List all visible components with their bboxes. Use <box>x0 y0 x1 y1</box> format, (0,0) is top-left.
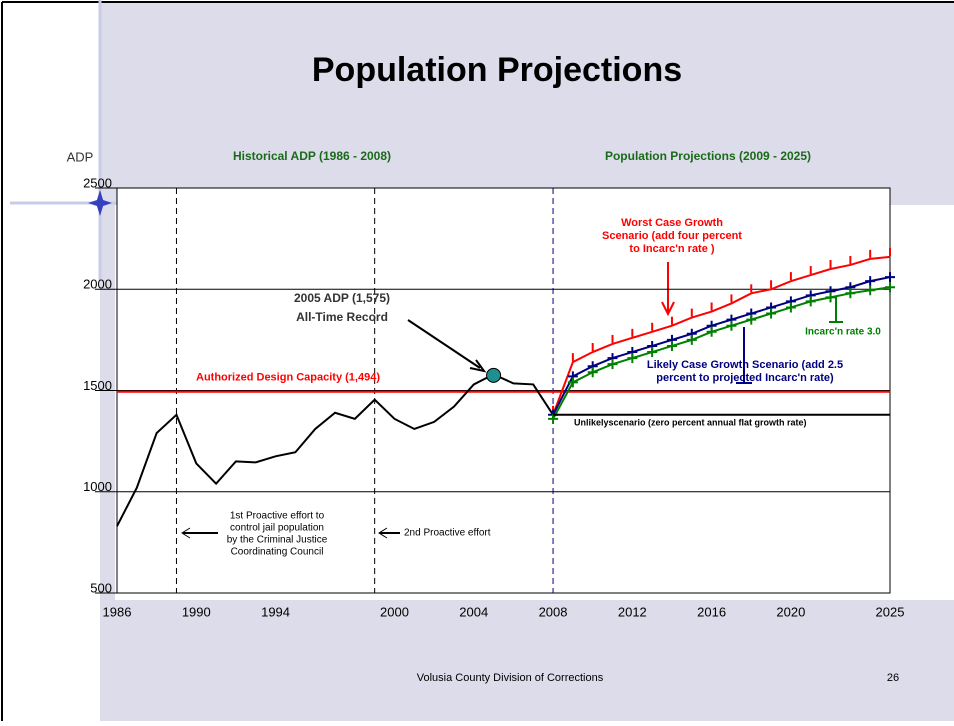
x-tick-label: 1994 <box>261 604 290 619</box>
annotation-arrows <box>181 262 843 539</box>
marker <box>548 413 559 424</box>
x-tick-label: 2012 <box>618 604 647 619</box>
marker <box>825 292 836 303</box>
record-label: All-Time Record <box>296 310 388 324</box>
x-tick-label: 2000 <box>380 604 409 619</box>
annotation: Scenario (add four percent <box>602 230 742 242</box>
annotation: percent to projected Incarc'n rate) <box>656 372 834 384</box>
x-tick-label: 2020 <box>776 604 805 619</box>
marker <box>845 288 856 299</box>
marker <box>607 359 618 370</box>
annotation: to Incarc'n rate ) <box>629 243 714 255</box>
annotation: Coordinating Council <box>231 547 324 558</box>
marker <box>865 285 876 296</box>
marker <box>647 347 658 358</box>
page-number: 26 <box>887 672 899 684</box>
x-tick-label: 2004 <box>459 604 488 619</box>
series-line <box>552 255 891 416</box>
capacity-label: Authorized Design Capacity (1,494) <box>196 372 380 384</box>
marker <box>726 320 737 331</box>
footer: Volusia County Division of Corrections <box>417 672 604 684</box>
annotation: Worst Case Growth <box>621 217 723 229</box>
y-label: ADP <box>67 149 94 164</box>
deco-star <box>88 190 112 216</box>
y-tick-label: 1500 <box>83 378 112 393</box>
record-label: 2005 ADP (1,575) <box>294 291 390 305</box>
x-tick-label: 2008 <box>539 604 568 619</box>
marker <box>686 334 697 345</box>
y-tick-label: 2000 <box>83 277 112 292</box>
annotation: by the Criminal Justice <box>227 535 328 546</box>
y-tick-label: 1000 <box>83 479 112 494</box>
annotation: Incarc'n rate 3.0 <box>805 327 881 338</box>
footer-band <box>100 600 954 721</box>
x-tick-label: 2025 <box>876 604 905 619</box>
marker <box>567 377 578 388</box>
marker <box>805 296 816 307</box>
y-tick-label: 2500 <box>83 175 112 190</box>
marker <box>706 326 717 337</box>
marker <box>885 272 895 283</box>
annotation: Unlikelyscenario (zero percent annual fl… <box>574 417 807 427</box>
annotation: control jail population <box>230 523 324 534</box>
annotation: 1st Proactive effort to <box>230 511 325 522</box>
left-band <box>100 205 115 721</box>
x-tick-label: 1990 <box>182 604 211 619</box>
title: Population Projections <box>312 51 682 89</box>
x-tick-label: 2016 <box>697 604 726 619</box>
annotation: Likely Case Growth Scenario (add 2.5 <box>647 359 843 371</box>
marker <box>587 367 598 378</box>
marker <box>746 314 757 325</box>
series-line <box>116 373 554 527</box>
marker <box>627 353 638 364</box>
marker <box>666 340 677 351</box>
marker <box>885 282 895 293</box>
marker <box>785 302 796 313</box>
header-band <box>100 3 954 205</box>
marker <box>865 276 876 287</box>
x-tick-label: 1986 <box>103 604 132 619</box>
record-point <box>486 367 502 383</box>
marker <box>766 308 777 319</box>
y-tick-label: 500 <box>90 580 112 595</box>
section-header: Historical ADP (1986 - 2008) <box>233 149 391 163</box>
section-header: Population Projections (2009 - 2025) <box>605 149 811 163</box>
annotation: 2nd Proactive effort <box>404 528 491 539</box>
